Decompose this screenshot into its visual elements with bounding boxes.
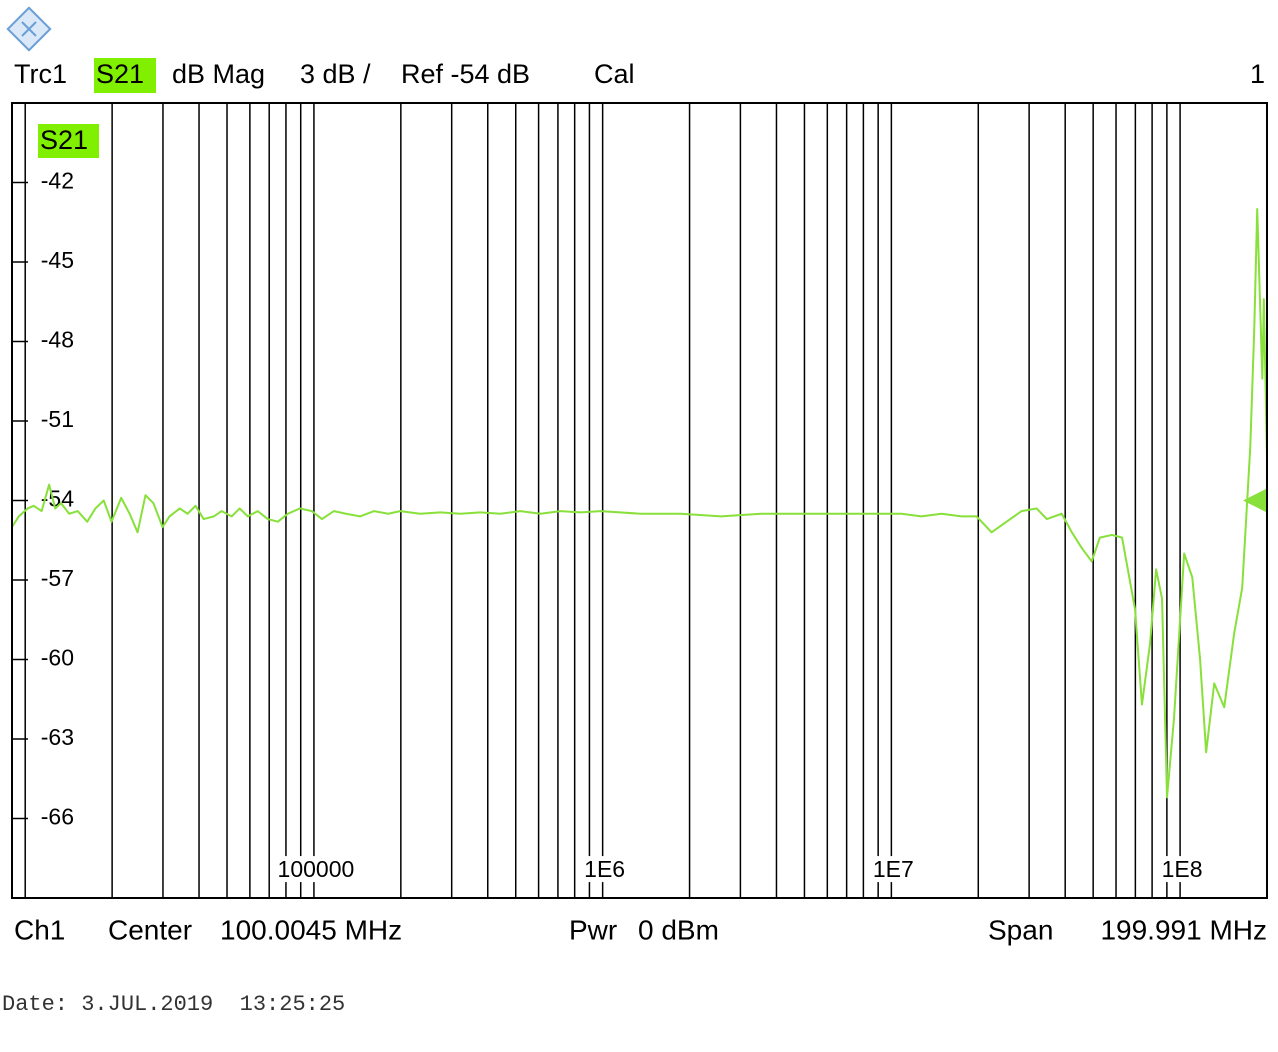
format: dB Mag [172, 59, 265, 89]
y-tick-label-bg [38, 247, 76, 274]
y-tick-label-bg [38, 406, 76, 433]
date-stamp: Date: 3.JUL.2019 13:25:25 [2, 992, 345, 1017]
logo [6, 6, 52, 52]
x-tick-label: 1E7 [873, 856, 914, 882]
cal-status: Cal [594, 59, 635, 89]
y-tick-label: -48 [41, 327, 74, 353]
y-tick-label: -51 [41, 406, 74, 432]
y-tick-label: -57 [41, 565, 74, 591]
scale: 3 dB / [300, 59, 371, 89]
x-tick-label-bg [870, 856, 916, 883]
window-number: 1 [1250, 59, 1265, 89]
parameter-box [94, 58, 156, 93]
y-tick-label-bg [38, 724, 76, 751]
trace-label-box [38, 124, 99, 158]
power-label: Pwr [569, 914, 617, 945]
plot: 100000 1E6 1E7 1E8-42-45-48-51-54-57-60-63-… [11, 103, 1268, 898]
y-tick-label-bg [38, 644, 76, 671]
reference-marker [1243, 488, 1267, 513]
logo-mark [21, 21, 37, 37]
y-tick-label-bg [38, 803, 76, 830]
y-tick-label-bg [38, 167, 76, 194]
y-tick-label: -66 [41, 804, 74, 830]
y-tick-label-bg [38, 565, 76, 592]
trace-line [11, 208, 1268, 799]
span-value: 199.991 MHz [1100, 914, 1267, 945]
span-label: Span [988, 914, 1053, 945]
x-tick-label: 1E8 [1162, 856, 1203, 882]
x-tick-label-bg [582, 856, 628, 883]
x-tick-label-bg [275, 856, 357, 883]
y-tick-label: -63 [41, 724, 74, 750]
x-tick-label-bg [1159, 856, 1205, 883]
header: Trc1 S21 dB Mag 3 dB / Ref -54 dB Cal 1 [14, 58, 1265, 93]
reference: Ref -54 dB [401, 59, 530, 89]
y-tick-label: -42 [41, 168, 74, 194]
plot-frame [11, 102, 1268, 899]
center-label: Center [108, 914, 192, 945]
parameter: S21 [96, 59, 144, 89]
footer: Ch1 Center 100.0045 MHz Pwr 0 dBm Span 1… [14, 914, 1267, 945]
x-tick-label: 100000 [278, 856, 355, 882]
power-value: 0 dBm [638, 914, 719, 945]
trace-label: S21 [40, 125, 88, 155]
trace-id: Trc1 [14, 59, 67, 89]
y-tick-label: -60 [41, 645, 74, 671]
y-tick-label: -45 [41, 247, 74, 273]
x-tick-label: 1E6 [584, 856, 625, 882]
center-value: 100.0045 MHz [220, 914, 402, 945]
y-tick-label-bg [38, 326, 76, 353]
channel: Ch1 [14, 914, 65, 945]
